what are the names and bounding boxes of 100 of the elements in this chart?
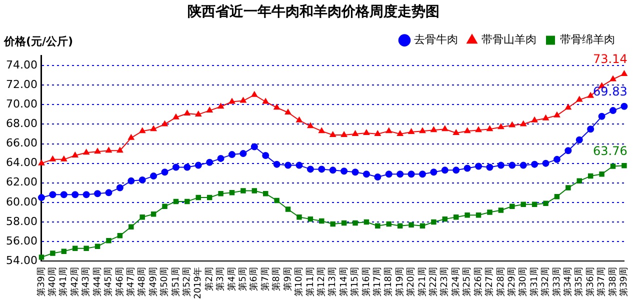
point [296, 214, 302, 220]
point [206, 107, 213, 113]
point [61, 248, 67, 254]
y-tick-label: 58.00 [6, 214, 38, 228]
point [452, 166, 460, 174]
x-tick-label: 第24周 [450, 267, 462, 297]
point [116, 184, 124, 192]
chart-title: 陕西省近一年牛肉和羊肉价格周度走势图 [188, 3, 440, 20]
point [396, 170, 404, 178]
point [228, 98, 236, 104]
point [306, 166, 314, 173]
point [172, 114, 180, 120]
point [117, 233, 123, 238]
point [250, 143, 258, 150]
point [318, 166, 326, 173]
point [206, 194, 212, 200]
point [172, 164, 180, 171]
x-tick-label: 第2周 [204, 267, 215, 291]
x-tick-label: 第12周 [316, 267, 327, 297]
point [620, 102, 628, 110]
x-tick-label: 第14周 [338, 267, 350, 297]
point [274, 198, 280, 204]
x-tick-label: 第18周 [383, 267, 394, 297]
x-tick-label: 第51周 [170, 267, 182, 297]
point [60, 156, 67, 162]
point [150, 126, 157, 132]
point [364, 219, 370, 225]
x-tick-label: 第39周 [618, 267, 630, 297]
point [262, 152, 270, 160]
point [240, 150, 247, 158]
point [105, 189, 112, 196]
x-tick-label: 第30周 [518, 267, 529, 297]
point [38, 254, 44, 260]
point [408, 128, 414, 134]
point [453, 130, 460, 136]
point [508, 162, 516, 169]
x-tick-label: 第48周 [136, 267, 148, 297]
x-tick-label: 第3周 [215, 267, 226, 291]
point [162, 204, 168, 209]
x-tick-label: 第29周 [506, 267, 518, 297]
point [576, 178, 582, 184]
point [441, 166, 448, 174]
point [284, 109, 292, 114]
point [330, 131, 336, 137]
point [161, 168, 168, 176]
point [49, 191, 56, 198]
point [184, 164, 191, 171]
point [397, 223, 403, 229]
point [486, 126, 493, 132]
point [553, 156, 560, 163]
point [386, 128, 392, 134]
point [554, 112, 560, 118]
x-tick-label: 第45周 [103, 267, 114, 297]
x-tick-label: 第20周 [406, 267, 417, 297]
x-tick-label: 第52周 [182, 267, 193, 297]
point [610, 164, 616, 169]
x-tick-label: 第13周 [327, 267, 338, 297]
x-tick-label: 第11周 [304, 267, 316, 297]
point [566, 185, 571, 190]
point [274, 104, 280, 110]
x-tick-label: 第32周 [540, 267, 552, 297]
point [609, 107, 616, 114]
point [329, 166, 336, 174]
point [140, 214, 145, 220]
point [374, 130, 381, 136]
point [396, 130, 404, 136]
point [138, 176, 146, 184]
x-tick-label: 第49周 [148, 267, 159, 297]
point [94, 190, 102, 198]
point [464, 128, 470, 134]
x-tick-label: 第9周 [282, 267, 294, 291]
x-tick-label: 第26周 [472, 267, 484, 297]
point [72, 191, 79, 198]
x-tick-label: 第15周 [350, 267, 361, 297]
x-tick-label: 第25周 [462, 267, 473, 297]
point [464, 212, 470, 218]
point [228, 151, 236, 158]
y-tick-label: 68.00 [6, 117, 38, 130]
point [184, 198, 190, 204]
point [543, 200, 548, 206]
point [542, 114, 549, 120]
x-tick-label: 第5周 [238, 267, 249, 291]
point [520, 162, 527, 169]
point [340, 168, 348, 175]
point [532, 202, 538, 208]
point [587, 126, 594, 133]
point [240, 97, 246, 103]
y-tick-label: 62.00 [6, 176, 38, 189]
point [262, 191, 268, 196]
point [72, 246, 78, 252]
point [442, 216, 448, 222]
point [162, 120, 168, 126]
point [476, 212, 482, 218]
point [587, 92, 594, 98]
point [38, 160, 45, 166]
x-tick-label: 第34周 [562, 267, 574, 297]
x-tick-label: 第39周 [36, 267, 47, 297]
x-tick-label: 第44周 [92, 267, 103, 297]
y-tick-label: 64.00 [6, 156, 38, 170]
point [621, 70, 628, 76]
